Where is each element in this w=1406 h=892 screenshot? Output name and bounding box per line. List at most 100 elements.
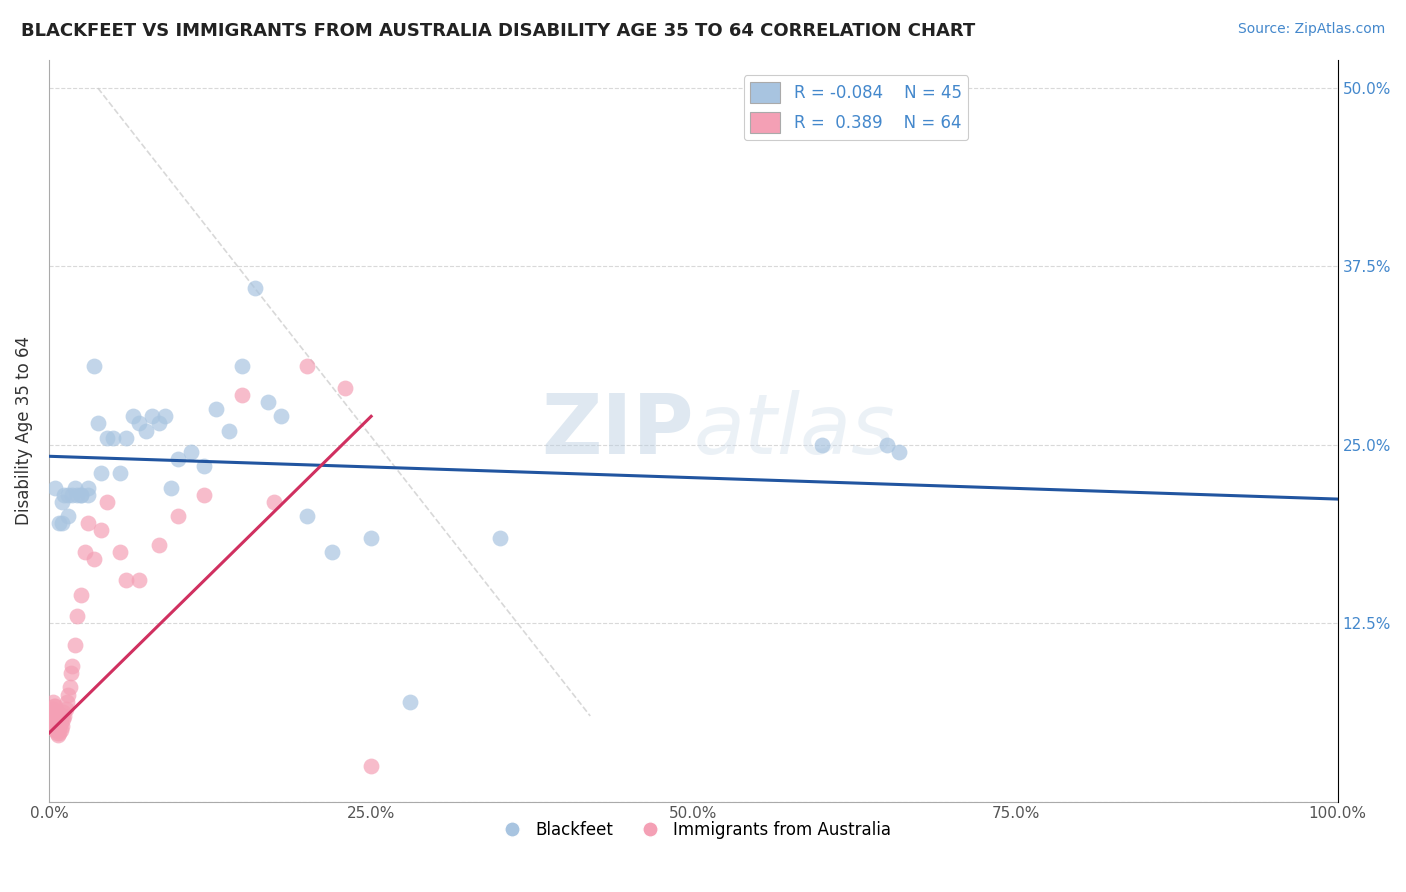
Point: [42, 705, 65, 719]
Point: [44, 719, 66, 733]
Point: [42, 709, 65, 723]
Point: [46, 716, 69, 731]
Point: [103, 431, 125, 445]
Point: [45, 726, 67, 740]
Point: [83, 359, 105, 374]
Point: [811, 438, 834, 452]
Point: [231, 388, 253, 402]
Point: [42, 712, 65, 726]
Point: [218, 424, 240, 438]
Point: [295, 359, 318, 374]
Text: ZIP: ZIP: [541, 390, 693, 471]
Point: [96, 431, 118, 445]
Point: [193, 488, 215, 502]
Point: [51, 495, 73, 509]
Point: [49, 716, 72, 731]
Point: [180, 445, 202, 459]
Point: [41, 716, 63, 731]
Point: [89, 467, 111, 481]
Point: [70, 488, 93, 502]
Y-axis label: Disability Age 35 to 64: Disability Age 35 to 64: [15, 336, 32, 525]
Point: [148, 538, 170, 552]
Point: [53, 488, 76, 502]
Point: [51, 719, 73, 733]
Point: [89, 524, 111, 538]
Point: [44, 723, 66, 738]
Point: [58, 509, 80, 524]
Point: [44, 716, 66, 731]
Point: [76, 481, 98, 495]
Point: [263, 495, 285, 509]
Point: [270, 409, 292, 424]
Point: [58, 681, 80, 695]
Point: [148, 417, 170, 431]
Point: [108, 467, 131, 481]
Point: [45, 719, 67, 733]
Point: [52, 705, 75, 719]
Point: [128, 574, 150, 588]
Point: [51, 709, 73, 723]
Point: [128, 417, 150, 431]
Point: [46, 709, 69, 723]
Point: [87, 417, 110, 431]
Point: [41, 702, 63, 716]
Point: [115, 574, 138, 588]
Point: [45, 723, 67, 738]
Point: [70, 488, 93, 502]
Point: [193, 459, 215, 474]
Point: [44, 709, 66, 723]
Point: [42, 716, 65, 731]
Point: [41, 709, 63, 723]
Point: [48, 712, 70, 726]
Point: [243, 281, 266, 295]
Point: [321, 545, 343, 559]
Point: [889, 445, 911, 459]
Point: [53, 709, 76, 723]
Text: Source: ZipAtlas.com: Source: ZipAtlas.com: [1237, 22, 1385, 37]
Point: [876, 438, 898, 452]
Point: [42, 702, 65, 716]
Point: [42, 698, 65, 713]
Point: [166, 452, 188, 467]
Point: [96, 495, 118, 509]
Point: [489, 531, 512, 545]
Point: [166, 509, 188, 524]
Point: [44, 698, 66, 713]
Point: [115, 431, 138, 445]
Text: BLACKFEET VS IMMIGRANTS FROM AUSTRALIA DISABILITY AGE 35 TO 64 CORRELATION CHART: BLACKFEET VS IMMIGRANTS FROM AUSTRALIA D…: [21, 22, 976, 40]
Point: [66, 609, 89, 624]
Point: [48, 516, 70, 531]
Point: [56, 695, 79, 709]
Point: [44, 481, 66, 495]
Point: [335, 381, 357, 395]
Point: [45, 716, 67, 731]
Point: [398, 695, 420, 709]
Point: [121, 409, 143, 424]
Point: [63, 481, 86, 495]
Point: [45, 705, 67, 719]
Point: [231, 359, 253, 374]
Point: [360, 759, 382, 773]
Point: [60, 659, 83, 673]
Point: [295, 509, 318, 524]
Point: [42, 716, 65, 731]
Point: [44, 713, 66, 727]
Point: [63, 638, 86, 652]
Point: [205, 402, 228, 417]
Point: [70, 588, 93, 602]
Point: [55, 702, 77, 716]
Text: atlas: atlas: [693, 390, 896, 471]
Point: [76, 488, 98, 502]
Point: [46, 727, 69, 741]
Point: [59, 666, 82, 681]
Point: [66, 488, 89, 502]
Legend: Blackfeet, Immigrants from Australia: Blackfeet, Immigrants from Australia: [489, 814, 898, 846]
Point: [135, 424, 157, 438]
Point: [83, 552, 105, 566]
Point: [257, 395, 280, 409]
Point: [46, 723, 69, 738]
Point: [141, 409, 163, 424]
Point: [51, 516, 73, 531]
Point: [48, 720, 70, 734]
Point: [108, 545, 131, 559]
